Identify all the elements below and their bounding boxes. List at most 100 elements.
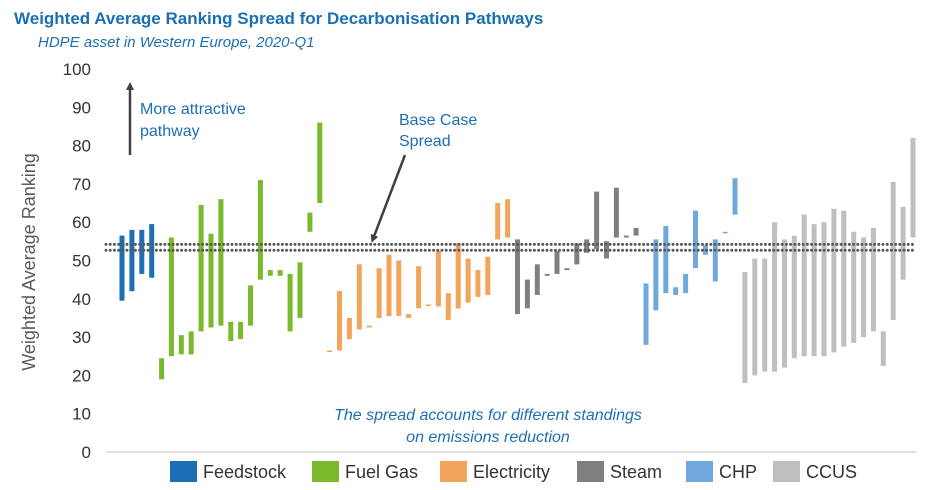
legend-swatch-feedstock — [170, 461, 197, 482]
ccus-range-bar — [841, 210, 847, 347]
legend-swatch-fuel-gas — [312, 461, 339, 482]
chp-range-bar — [673, 287, 679, 295]
steam-range-bar — [554, 250, 560, 274]
ccus-range-bar — [811, 224, 817, 357]
fuel-gas-range-bar — [198, 205, 204, 332]
electricity-range-bar — [426, 304, 431, 306]
base-case-spread — [104, 242, 918, 252]
range-bars — [119, 122, 916, 384]
fuel-gas-range-bar — [168, 237, 174, 357]
fuel-gas-range-bar — [188, 331, 194, 355]
fuel-gas-range-bar — [317, 122, 323, 203]
electricity-range-bar — [455, 243, 461, 309]
feedstock-range-bar — [139, 229, 145, 274]
base-case-label-2: Spread — [399, 133, 451, 150]
fuel-gas-range-bar — [287, 273, 293, 332]
y-tick-label: 20 — [72, 366, 91, 385]
legend-label-ccus: CCUS — [806, 462, 857, 482]
electricity-range-bar — [346, 318, 352, 340]
spread-note: The spread accounts for different standi… — [334, 407, 642, 424]
electricity-range-bar — [416, 266, 422, 309]
chp-range-bar — [712, 239, 718, 282]
electricity-range-bar — [337, 291, 342, 351]
fuel-gas-range-bar — [257, 180, 263, 280]
y-tick-label: 60 — [72, 213, 91, 232]
fuel-gas-range-bar — [267, 270, 273, 276]
chp-range-bar — [653, 239, 659, 311]
y-axis-label: Weighted Average Ranking — [19, 153, 39, 371]
more-attractive-label: More attractive — [140, 101, 246, 118]
ccus-range-bar — [791, 235, 797, 359]
fuel-gas-range-bar — [238, 321, 244, 339]
spread-note-2: on emissions reduction — [406, 429, 570, 446]
y-tick-label: 30 — [72, 328, 91, 347]
electricity-range-bar — [356, 264, 362, 330]
y-tick-label: 80 — [72, 137, 91, 156]
legend: Feedstock Fuel Gas Electricity Steam CHP CCUS — [170, 461, 857, 482]
feedstock-range-bar — [129, 229, 135, 292]
ccus-range-bar — [880, 331, 886, 366]
chp-range-bar — [643, 283, 649, 345]
steam-range-bar — [515, 239, 520, 315]
ccus-range-bar — [851, 231, 857, 343]
steam-range-bar — [584, 239, 590, 253]
fuel-gas-range-bar — [307, 212, 313, 232]
fuel-gas-range-bar — [228, 321, 234, 341]
y-tick-label: 40 — [72, 290, 91, 309]
ccus-range-bar — [801, 214, 807, 357]
steam-range-bar — [613, 187, 619, 238]
electricity-range-bar — [495, 203, 501, 240]
steam-range-bar — [544, 273, 550, 276]
y-tick-label: 50 — [72, 252, 91, 271]
legend-swatch-ccus — [773, 461, 800, 482]
chp-range-bar — [693, 210, 698, 269]
fuel-gas-range-bar — [218, 199, 224, 326]
legend-label-feedstock: Feedstock — [203, 462, 287, 482]
legend-swatch-steam — [577, 461, 604, 482]
legend-label-steam: Steam — [610, 462, 662, 482]
legend-label-chp: CHP — [719, 462, 757, 482]
steam-range-bar — [633, 227, 639, 236]
base-case-label: Base Case — [399, 112, 477, 129]
electricity-range-bar — [505, 199, 511, 238]
legend-label-electricity: Electricity — [473, 462, 550, 482]
electricity-range-bar — [406, 314, 412, 318]
electricity-range-bar — [485, 256, 491, 295]
y-axis-ticks: 0 10 20 30 40 50 60 70 80 90 100 — [63, 60, 91, 462]
electricity-range-bar — [366, 325, 372, 328]
electricity-range-bar — [475, 270, 481, 297]
electricity-range-bar — [435, 250, 441, 307]
electricity-range-bar — [396, 260, 402, 316]
ccus-range-bar — [870, 227, 876, 332]
ccus-range-bar — [821, 222, 827, 357]
electricity-range-bar — [386, 254, 392, 317]
ccus-range-bar — [772, 222, 778, 372]
electricity-range-bar — [465, 258, 471, 303]
chart-subtitle: HDPE asset in Western Europe, 2020-Q1 — [38, 34, 315, 51]
ccus-range-bar — [831, 208, 837, 353]
steam-range-bar — [524, 279, 530, 309]
chart-title: Weighted Average Ranking Spread for Deca… — [14, 9, 544, 28]
steam-range-bar — [564, 268, 570, 271]
base-case-arrow — [370, 154, 407, 243]
electricity-range-bar — [445, 293, 451, 320]
ccus-range-bar — [782, 239, 787, 368]
electricity-range-bar — [327, 350, 333, 352]
y-tick-label: 100 — [63, 60, 91, 79]
chp-range-bar — [732, 178, 738, 215]
fuel-gas-range-bar — [159, 358, 165, 380]
ccus-range-bar — [890, 182, 896, 320]
fuel-gas-range-bar — [178, 335, 184, 355]
fuel-gas-range-bar — [248, 285, 253, 326]
ccus-range-bar — [742, 272, 748, 384]
chp-range-bar — [722, 231, 728, 234]
ccus-range-bar — [910, 137, 916, 238]
steam-range-bar — [594, 191, 600, 249]
chp-range-bar — [683, 273, 689, 294]
steam-range-bar — [623, 235, 629, 238]
ccus-range-bar — [762, 258, 768, 372]
steam-range-bar — [574, 243, 580, 265]
legend-label-fuel-gas: Fuel Gas — [345, 462, 418, 482]
fuel-gas-range-bar — [208, 233, 214, 328]
